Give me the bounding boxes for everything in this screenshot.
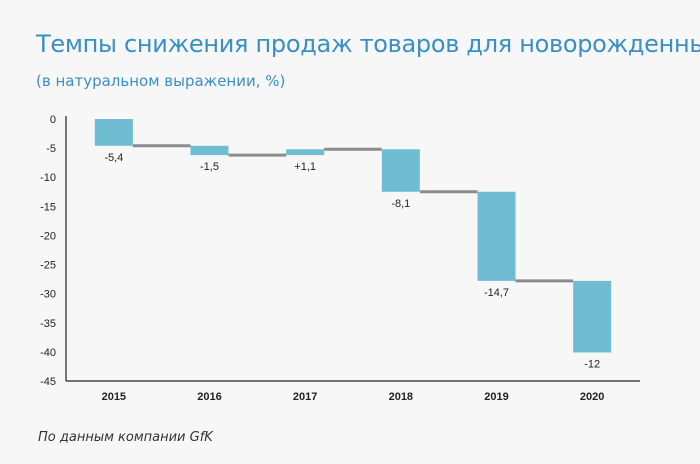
x-tick-label: 2020 (580, 391, 604, 403)
waterfall-bar (94, 119, 133, 146)
chart-subtitle: (в натуральном выражении, %) (36, 72, 286, 90)
chart-title: Темпы снижения продаж товаров для новоро… (36, 30, 700, 58)
data-label: +1,1 (294, 161, 316, 173)
data-label: -5,4 (104, 152, 123, 164)
y-tick-label: -25 (40, 260, 56, 272)
y-tick-label: -45 (40, 376, 56, 388)
data-label: -1,5 (200, 161, 219, 173)
waterfall-bar (286, 149, 325, 156)
data-label: -12 (584, 358, 600, 370)
y-tick-label: -20 (40, 230, 56, 242)
waterfall-bar (477, 191, 516, 281)
x-tick-label: 2016 (197, 391, 221, 403)
y-tick-label: -30 (40, 289, 56, 301)
x-tick-label: 2019 (484, 391, 508, 403)
y-tick-label: -10 (40, 172, 56, 184)
x-tick-label: 2015 (102, 391, 126, 403)
y-tick-label: -5 (46, 143, 56, 155)
y-tick-label: -40 (40, 347, 56, 359)
data-label: -8,1 (391, 198, 410, 210)
waterfall-bar (381, 149, 420, 192)
source-note: По данным компании GfK (38, 430, 213, 445)
y-tick-label: 0 (50, 114, 56, 126)
y-tick-label: -15 (40, 201, 56, 213)
waterfall-bar (573, 280, 612, 353)
x-tick-label: 2017 (293, 391, 317, 403)
x-tick-label: 2018 (389, 391, 413, 403)
y-tick-label: -35 (40, 318, 56, 330)
waterfall-bar (190, 145, 229, 156)
data-label: -14,7 (484, 287, 509, 299)
